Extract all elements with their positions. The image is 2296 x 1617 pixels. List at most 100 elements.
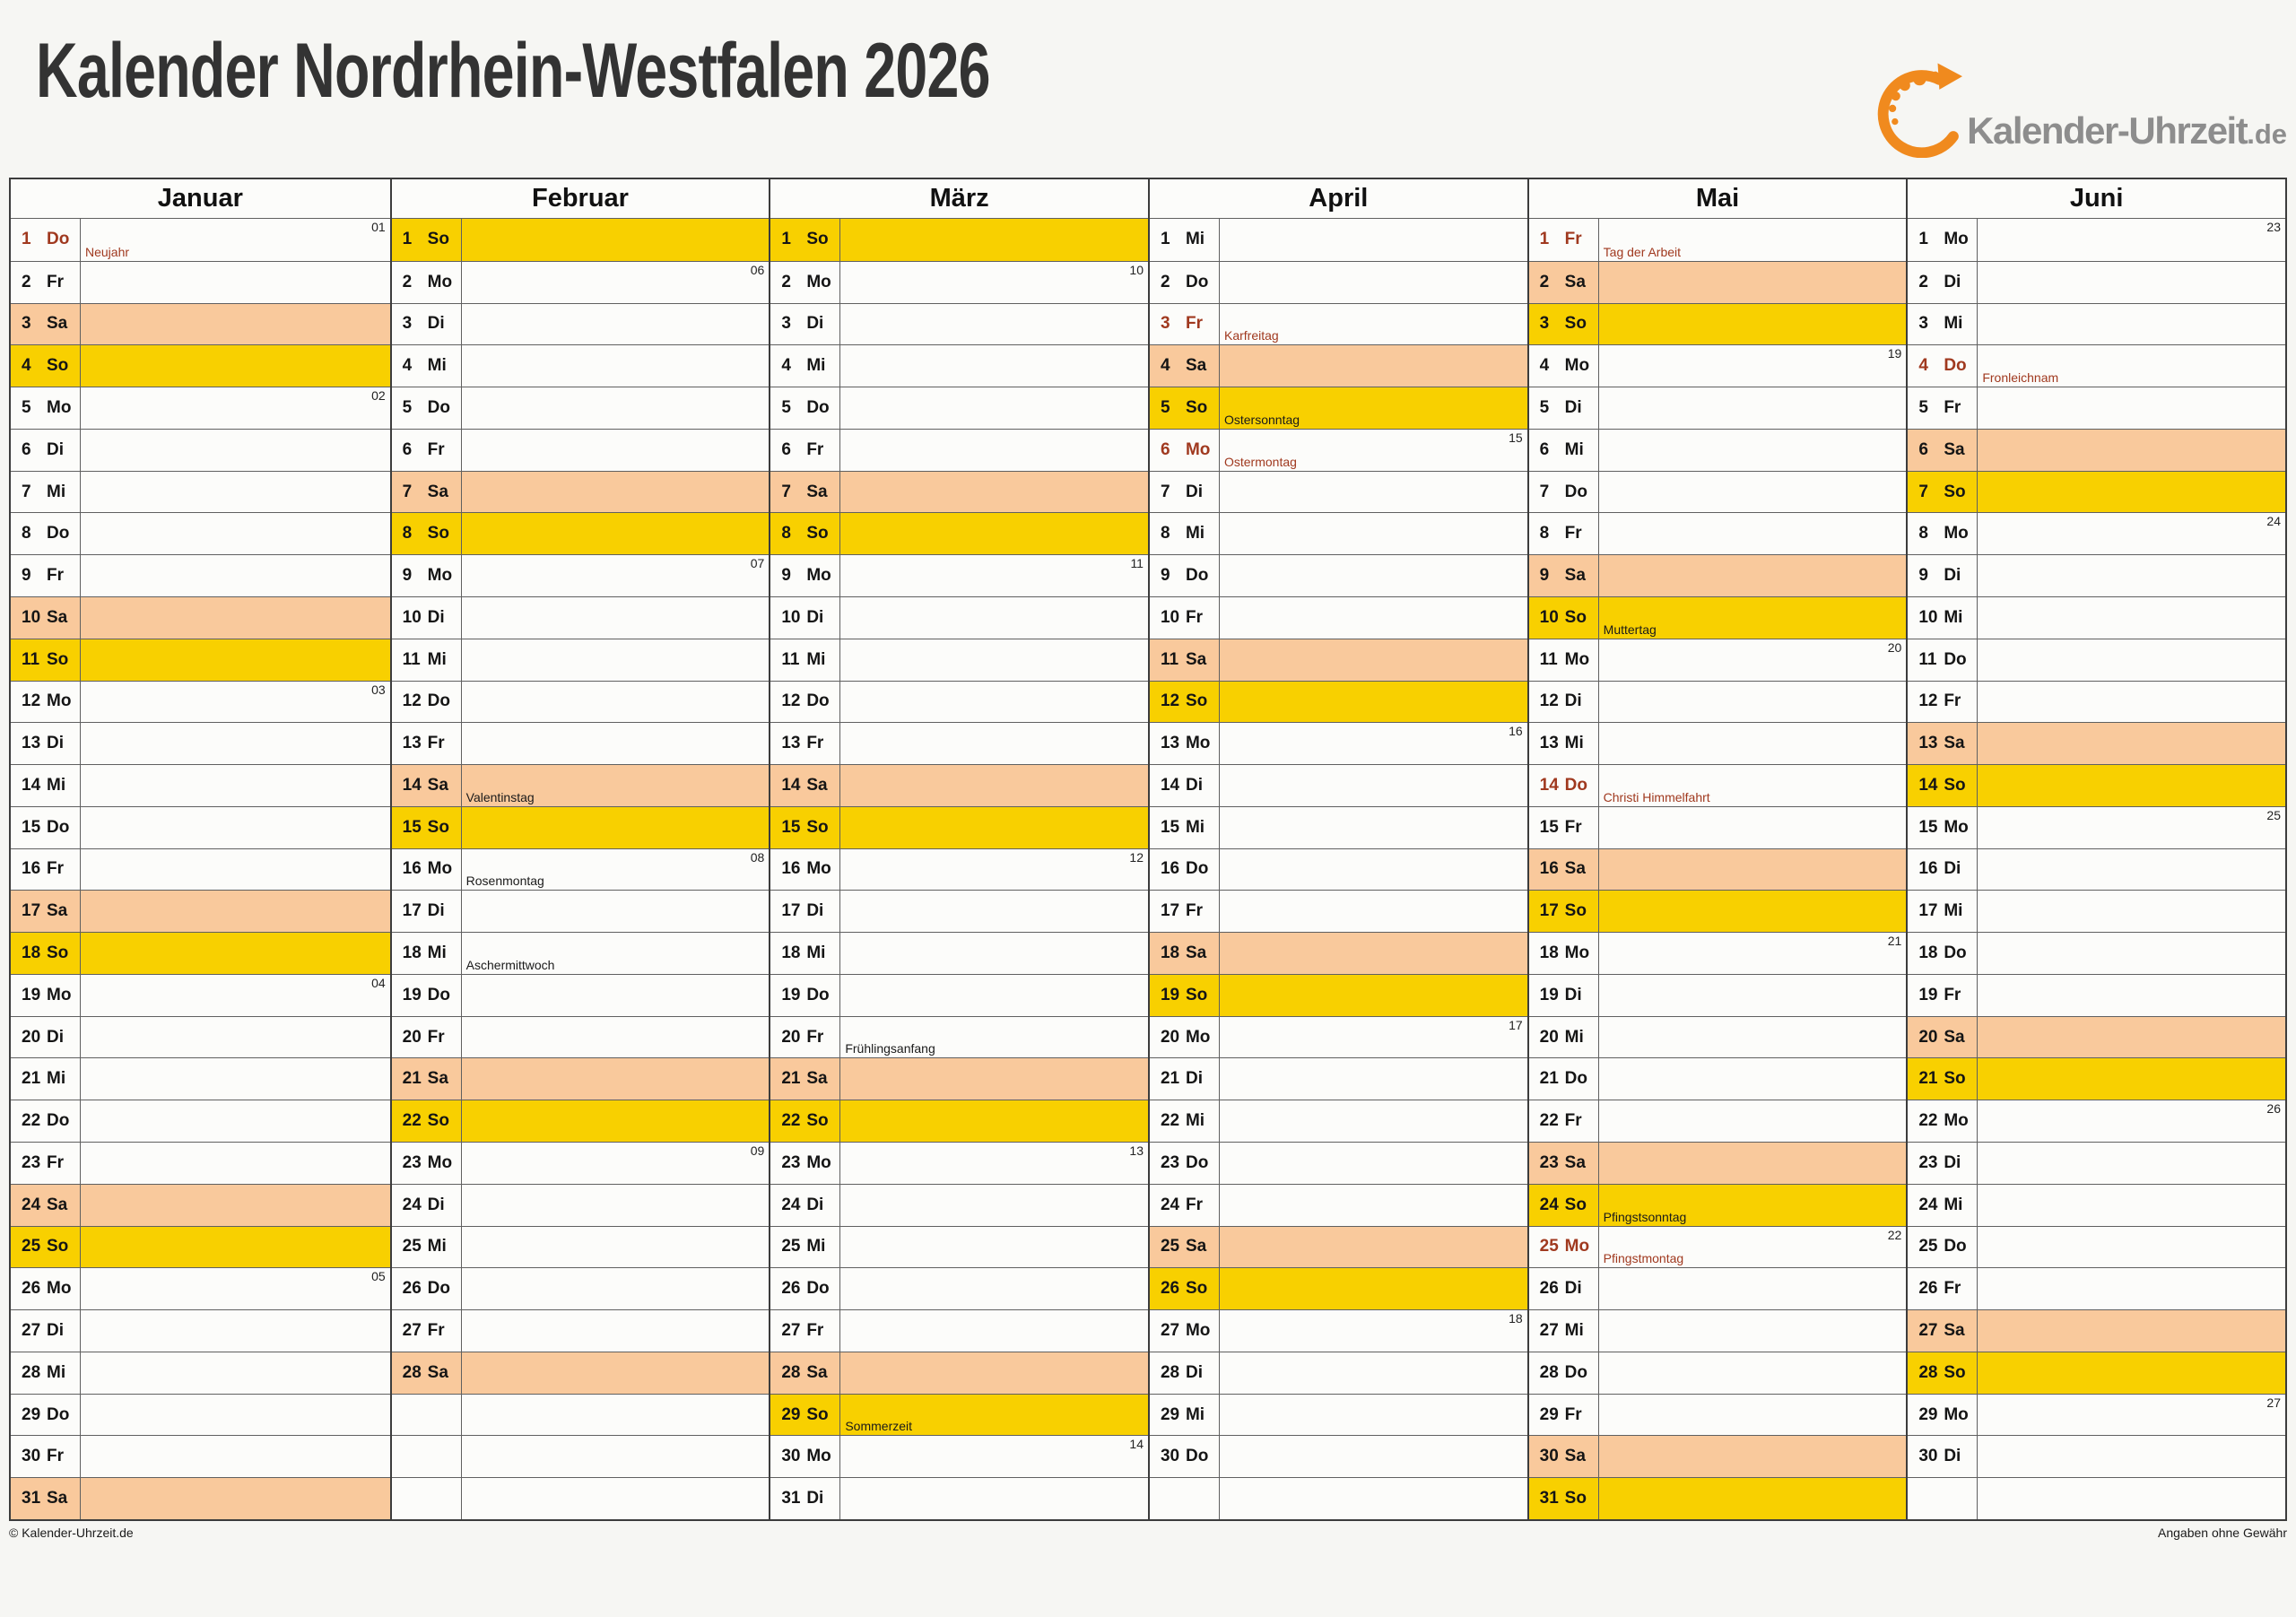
day-content-cell	[1978, 1058, 2285, 1100]
day-content-cell	[840, 597, 1148, 639]
day-cell: 10 Fr	[1150, 596, 1220, 639]
day-content-cell	[1599, 1395, 1907, 1436]
weekday-label: Fr	[427, 1321, 445, 1340]
day-content-cell	[1599, 430, 1907, 471]
day-row: 27 Fr	[770, 1309, 1148, 1352]
day-number: 30	[22, 1447, 41, 1466]
day-row: 21 Mi	[11, 1057, 390, 1100]
day-number: 23	[402, 1152, 422, 1172]
day-row: 28 Di	[1149, 1351, 1527, 1394]
day-number: 14	[1918, 775, 1938, 795]
day-row: 1 Mi	[1150, 219, 1527, 261]
week-number: 06	[750, 262, 765, 277]
weekday-label: Sa	[1944, 1027, 1965, 1047]
day-row: 29 Fr	[1528, 1393, 1907, 1436]
day-number: 8	[781, 524, 791, 543]
day-content-cell	[462, 219, 770, 261]
weekday-label: Mo	[427, 859, 453, 879]
day-number: 17	[1539, 901, 1559, 921]
weekday-label: Do	[1185, 859, 1209, 879]
day-number: 26	[1539, 1279, 1559, 1299]
day-content-cell	[462, 1058, 770, 1100]
day-content-cell	[1220, 975, 1527, 1016]
week-number: 22	[1887, 1227, 1902, 1242]
day-content-cell	[1599, 387, 1907, 429]
weekday-label: Di	[1185, 1362, 1203, 1382]
day-row: 23 Sa	[1528, 1142, 1907, 1184]
day-row: 7 So	[1908, 470, 2285, 513]
day-cell: 31 Di	[770, 1478, 841, 1519]
day-row: 21 Do	[1528, 1057, 1907, 1100]
day-cell: 28 Sa	[770, 1352, 841, 1394]
day-content-cell	[840, 430, 1148, 471]
weekday-label: Mi	[806, 1237, 826, 1256]
day-content-cell	[840, 345, 1148, 387]
weekday-label: Fr	[1185, 314, 1203, 334]
day-number: 19	[1160, 985, 1180, 1004]
day-content-cell	[1599, 304, 1907, 345]
weekday-label: Di	[1564, 397, 1582, 417]
weekday-label: Di	[806, 901, 824, 921]
day-row: 15 Do	[11, 805, 390, 848]
weekday-label: Do	[47, 1404, 70, 1424]
day-number: 6	[1918, 439, 1928, 459]
day-content-cell: 11	[840, 555, 1148, 596]
day-cell: 12 So	[1150, 681, 1220, 723]
weekday-label: Mo	[1944, 1111, 1969, 1131]
weekday-label: Di	[1944, 272, 1961, 291]
day-content-cell	[462, 1352, 770, 1394]
day-content-cell	[840, 1310, 1148, 1352]
day-number: 2	[781, 272, 791, 291]
day-number: 26	[1160, 1279, 1180, 1299]
day-row: 25 So	[11, 1225, 390, 1268]
day-content-cell	[1220, 262, 1527, 303]
week-number: 21	[1887, 934, 1902, 949]
day-content-cell: 24	[1978, 513, 2285, 554]
weekday-label: Sa	[427, 775, 448, 795]
day-cell: 16 Fr	[11, 848, 81, 891]
day-number: 20	[1918, 1027, 1938, 1047]
day-row: 2 Mo 06	[391, 260, 770, 303]
day-row: 2 Mo 10	[770, 260, 1148, 303]
weekday-label: So	[1564, 1489, 1587, 1508]
day-row: 9 Di	[1908, 554, 2285, 596]
day-number: 27	[22, 1321, 41, 1340]
day-number: 15	[1918, 817, 1938, 837]
weekday-label: Fr	[47, 272, 64, 291]
logo[interactable]: Kalender-Uhrzeit .de	[1874, 57, 2287, 158]
day-number: 9	[1918, 566, 1928, 586]
day-number: 12	[1539, 691, 1559, 711]
day-content-cell	[81, 891, 390, 932]
day-cell: 29 Mi	[1150, 1394, 1220, 1436]
day-row: 5 Do	[391, 387, 770, 429]
day-content-cell: 25	[1978, 807, 2285, 848]
day-cell: 16 Mo	[392, 848, 462, 891]
day-content-cell	[1220, 933, 1527, 974]
day-content-cell	[1978, 472, 2285, 513]
day-number: 3	[1160, 314, 1170, 334]
day-row: 28 Sa	[770, 1351, 1148, 1394]
day-number: 11	[402, 649, 421, 669]
day-number: 11	[1918, 649, 1937, 669]
day-cell: 10 Di	[770, 596, 841, 639]
day-content-cell: Tag der Arbeit	[1599, 219, 1907, 261]
weekday-label: Do	[1564, 1069, 1587, 1089]
month-header: Mai	[1528, 179, 1907, 219]
weekday-label: Sa	[1564, 272, 1586, 291]
logo-clock-icon	[1877, 63, 1963, 158]
weekday-label: Di	[1944, 1152, 1961, 1172]
day-number: 6	[781, 439, 791, 459]
day-cell: 2 Do	[1150, 261, 1220, 303]
logo-tld: .de	[2247, 118, 2287, 150]
day-cell: 6 Mo	[1150, 429, 1220, 471]
day-number: 24	[1539, 1195, 1559, 1214]
day-content-cell: 03	[81, 682, 390, 723]
day-number: 16	[1918, 859, 1938, 879]
day-number: 17	[1160, 901, 1180, 921]
week-number: 07	[750, 556, 765, 571]
weekday-label: Do	[1944, 1237, 1967, 1256]
day-row: 6 Mi	[1528, 428, 1907, 471]
day-number: 6	[1160, 439, 1170, 459]
day-row: 15 Mo 25	[1908, 805, 2285, 848]
day-number: 23	[1160, 1152, 1180, 1172]
